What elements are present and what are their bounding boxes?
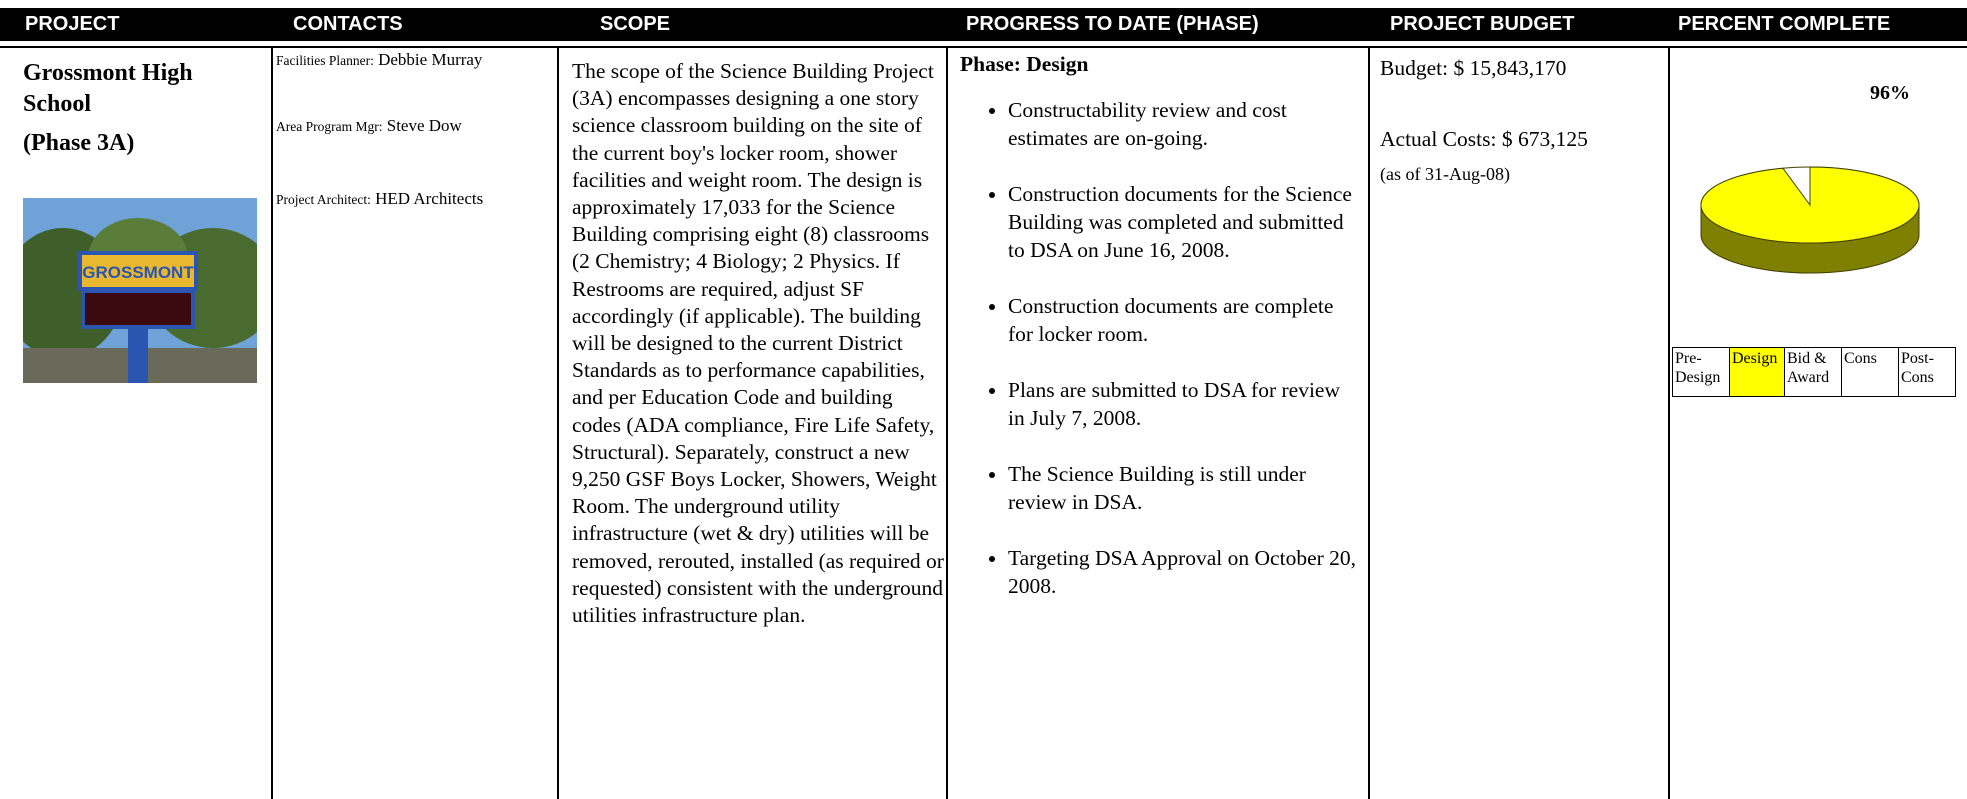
- row-border: [0, 46, 1967, 48]
- header-cell: PERCENT COMPLETE: [1678, 13, 1891, 35]
- column-border: [557, 46, 559, 799]
- contact-name: HED Architects: [375, 189, 484, 208]
- progress-item: Targeting DSA Approval on October 20, 20…: [1008, 544, 1360, 600]
- phase-cell: Pre-Design: [1672, 347, 1730, 397]
- contact: Project Architect: HED Architects: [276, 189, 556, 209]
- progress-item: Constructability review and cost estimat…: [1008, 96, 1360, 152]
- project-phase: (Phase 3A): [23, 130, 135, 156]
- budget: Budget: $ 15,843,170: [1380, 56, 1567, 80]
- header-cell: SCOPE: [600, 13, 671, 35]
- project-cell: Grossmont High School (Phase 3A): [23, 58, 263, 159]
- column-border: [271, 46, 273, 799]
- percent-label: 96%: [1870, 82, 1910, 104]
- column-border: [1668, 46, 1670, 799]
- phase-cell: Post-Cons: [1898, 347, 1956, 397]
- progress-item: Construction documents for the Science B…: [1008, 180, 1360, 264]
- actual-costs: Actual Costs: $ 673,125: [1380, 127, 1588, 151]
- header-bar: [0, 8, 1967, 41]
- header-cell: PROGRESS TO DATE (PHASE): [966, 13, 1259, 35]
- contact-name: Debbie Murray: [378, 50, 483, 69]
- column-border: [946, 46, 948, 799]
- phase-cell: Cons: [1841, 347, 1899, 397]
- project-photo: GROSSMONT: [23, 198, 257, 383]
- contact-role: Project Architect:: [276, 192, 371, 207]
- pie-chart: [1700, 166, 1920, 274]
- scope-text: The scope of the Science Building Projec…: [572, 59, 944, 628]
- progress-item: The Science Building is still under revi…: [1008, 460, 1360, 516]
- sign-display: [81, 289, 195, 329]
- contact-role: Area Program Mgr:: [276, 119, 383, 134]
- progress-item: Construction documents are complete for …: [1008, 292, 1360, 348]
- as-of-date: (as of 31-Aug-08): [1380, 164, 1510, 184]
- sign-post: [128, 323, 148, 383]
- contact: Facilities Planner: Debbie Murray: [276, 50, 556, 70]
- pie-slice: [1700, 166, 1920, 244]
- header-cell: PROJECT BUDGET: [1390, 13, 1575, 35]
- header-cell: PROJECT: [25, 13, 120, 35]
- contact-role: Facilities Planner:: [276, 53, 374, 68]
- column-border: [1368, 46, 1370, 799]
- contact-name: Steve Dow: [386, 116, 462, 135]
- project-name: Grossmont High School: [23, 60, 193, 117]
- header-cell: CONTACTS: [293, 13, 403, 35]
- phase-row: Pre-Design Design Bid & Award Cons Post-Cons: [1672, 347, 1956, 397]
- progress-item: Plans are submitted to DSA for review in…: [1008, 376, 1360, 432]
- phase-label: Phase: Design: [960, 52, 1089, 76]
- progress-cell: Phase: Design Constructability review an…: [960, 50, 1360, 628]
- contact: Area Program Mgr: Steve Dow: [276, 116, 556, 136]
- sign-text: GROSSMONT: [82, 263, 194, 282]
- phase-cell: Bid & Award: [1784, 347, 1842, 397]
- progress-list: Constructability review and cost estimat…: [960, 96, 1360, 600]
- phase-table: Pre-Design Design Bid & Award Cons Post-Cons: [1672, 347, 1956, 397]
- phase-cell: Design: [1729, 347, 1785, 397]
